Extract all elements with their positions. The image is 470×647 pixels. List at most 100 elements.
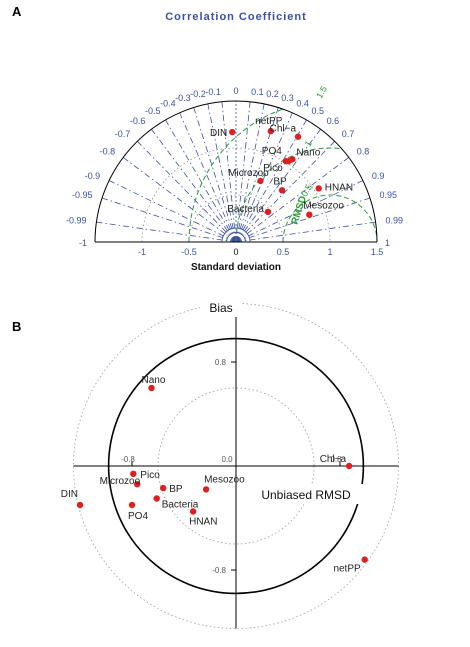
taylor-diagram: A Correlation Coefficient 0.511.5-1-0.99… bbox=[12, 4, 403, 273]
data-point-din bbox=[76, 501, 84, 509]
rmsd-tick-label: 1 bbox=[303, 139, 314, 148]
outer-arc bbox=[94, 100, 378, 243]
origin-arc bbox=[221, 227, 251, 243]
rmsd-tick-label: 1.5 bbox=[314, 84, 329, 100]
data-point-bacteria bbox=[153, 495, 160, 502]
point-label-mesozoo: Mesozoo bbox=[303, 201, 344, 212]
correlation-tick-label: -0.3 bbox=[175, 93, 191, 103]
data-point-mesozoo bbox=[306, 211, 313, 218]
std-tick-label: 1.5 bbox=[371, 247, 384, 257]
correlation-line bbox=[122, 157, 237, 243]
rmsd-label-bg bbox=[247, 484, 365, 504]
correlation-line bbox=[193, 107, 237, 243]
x-tick-label: 0.0 bbox=[221, 455, 233, 464]
correlation-tick-label: 0.99 bbox=[385, 216, 403, 226]
data-point-pico bbox=[130, 470, 137, 477]
correlation-tick-label: 0.1 bbox=[251, 87, 264, 97]
unbiased-rmsd-label: Unbiased RMSD bbox=[261, 488, 351, 502]
correlation-title: Correlation Coefficient bbox=[165, 11, 307, 23]
correlation-tick-label: 0 bbox=[233, 86, 238, 96]
correlation-tick-label: -0.6 bbox=[130, 116, 146, 126]
point-label-microzoo: Microzoo bbox=[100, 476, 141, 487]
point-label-bp: BP bbox=[169, 484, 183, 495]
rmsd-arc bbox=[188, 101, 377, 242]
correlation-tick-label: 0.9 bbox=[372, 171, 385, 181]
correlation-tick-label: 0.5 bbox=[312, 106, 325, 116]
correlation-line bbox=[235, 128, 321, 243]
point-label-mesozoo: Mesozoo bbox=[204, 474, 245, 485]
point-label-microzoo: Microzoo bbox=[228, 168, 269, 179]
point-label-po4: PO4 bbox=[128, 511, 148, 522]
data-point-microzoo bbox=[257, 177, 264, 185]
data-point-mesozoo bbox=[202, 486, 210, 493]
bias-axis-label: Bias bbox=[209, 301, 232, 315]
data-point-chl-a bbox=[294, 133, 302, 140]
std-tick-label: -0.5 bbox=[181, 247, 197, 257]
data-point-hnan bbox=[315, 185, 322, 192]
rmsd-arc bbox=[235, 147, 377, 242]
point-label-chl-a: Chl−a bbox=[270, 124, 297, 135]
point-label-pico: Pico bbox=[263, 163, 283, 174]
std-tick-label: -1 bbox=[138, 247, 146, 257]
data-point-bacteria bbox=[264, 208, 272, 216]
point-label-hnan: HNAN bbox=[325, 182, 353, 193]
correlation-line bbox=[151, 128, 237, 243]
correlation-tick-label: -0.99 bbox=[66, 216, 87, 226]
correlation-tick-label: 0.95 bbox=[379, 190, 397, 200]
correlation-tick-label: 0.7 bbox=[342, 129, 355, 139]
correlation-line bbox=[96, 221, 237, 243]
point-label-netpp: netPP bbox=[255, 116, 283, 127]
y-tick-label: -0.8 bbox=[212, 566, 226, 575]
correlation-tick-label: -1 bbox=[79, 238, 87, 248]
x-tick-label: 0.8 bbox=[330, 455, 342, 464]
correlation-tick-label: -0.8 bbox=[100, 146, 116, 156]
correlation-line bbox=[165, 119, 237, 243]
rmsd-arcs bbox=[188, 101, 377, 242]
panel-label-a: A bbox=[12, 4, 22, 19]
data-point-pico bbox=[285, 157, 292, 165]
x-tick-label: -0.8 bbox=[121, 455, 135, 464]
point-label-nano: Nano bbox=[296, 147, 320, 158]
taylor-tick-labels: 0.511.5-1-0.99-0.95-0.9-0.8-0.7-0.6-0.5-… bbox=[66, 84, 403, 257]
correlation-tick-label: 1 bbox=[385, 238, 390, 248]
data-point-din bbox=[229, 128, 236, 136]
correlation-line bbox=[101, 197, 237, 243]
data-point-hnan bbox=[189, 508, 197, 515]
y-tick-label: 0.8 bbox=[215, 358, 227, 367]
data-point-bp bbox=[160, 484, 167, 492]
correlation-tick-label: -0.4 bbox=[160, 99, 176, 109]
correlation-tick-label: 0.6 bbox=[327, 116, 340, 126]
point-label-chl-a: Chl−a bbox=[320, 454, 347, 465]
correlation-line bbox=[108, 180, 237, 243]
point-label-hnan: HNAN bbox=[189, 517, 217, 528]
data-point-netpp bbox=[267, 127, 274, 135]
correlation-line bbox=[235, 141, 335, 243]
correlation-tick-label: 0.2 bbox=[266, 89, 279, 99]
data-point-po4 bbox=[128, 501, 136, 509]
correlation-line bbox=[235, 197, 371, 243]
correlation-line bbox=[235, 112, 293, 243]
std-tick-label: 0 bbox=[233, 247, 238, 257]
correlation-line bbox=[235, 157, 350, 243]
correlation-tick-label: 0.4 bbox=[296, 99, 309, 109]
origin-arc bbox=[226, 232, 246, 243]
point-label-bp: BP bbox=[273, 176, 287, 187]
correlation-line bbox=[235, 103, 265, 243]
std-tick-label: 1 bbox=[327, 247, 332, 257]
correlation-line bbox=[235, 119, 307, 243]
point-label-nano: Nano bbox=[142, 375, 166, 386]
std-tick-label: 0.5 bbox=[277, 247, 290, 257]
correlation-tick-label: -0.95 bbox=[72, 190, 93, 200]
panel-label-b: B bbox=[12, 319, 21, 334]
origin-arc bbox=[230, 236, 242, 243]
correlation-tick-label: -0.7 bbox=[115, 129, 131, 139]
correlation-line bbox=[235, 101, 251, 243]
correlation-line bbox=[235, 221, 376, 243]
bias-label-bg bbox=[200, 297, 242, 317]
data-point-bp bbox=[278, 187, 286, 194]
correlation-tick-label: 0.3 bbox=[281, 93, 294, 103]
correlation-line bbox=[179, 112, 237, 243]
